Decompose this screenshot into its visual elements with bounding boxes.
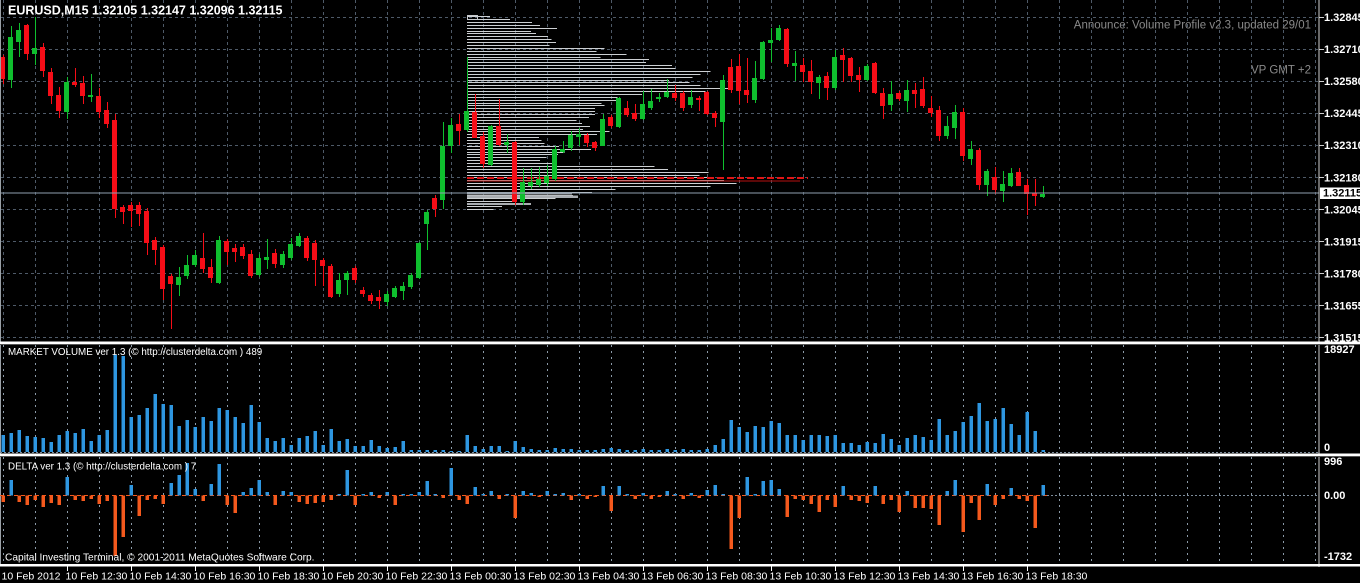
svg-text:13 Feb 08:30: 13 Feb 08:30: [706, 571, 768, 583]
svg-text:1.32845: 1.32845: [1324, 12, 1360, 24]
svg-text:13 Feb 06:30: 13 Feb 06:30: [642, 571, 704, 583]
svg-text:1.32180: 1.32180: [1324, 172, 1360, 184]
svg-text:1.32445: 1.32445: [1324, 108, 1360, 120]
svg-text:1.32045: 1.32045: [1324, 204, 1360, 216]
svg-text:MARKET VOLUME ver 1.3 (© http:: MARKET VOLUME ver 1.3 (© http://clusterd…: [8, 347, 262, 358]
svg-text:0: 0: [1324, 442, 1330, 454]
svg-text:1.31915: 1.31915: [1324, 236, 1360, 248]
svg-text:13 Feb 04:30: 13 Feb 04:30: [578, 571, 640, 583]
svg-text:10 Feb 18:30: 10 Feb 18:30: [258, 571, 320, 583]
svg-text:0.00: 0.00: [1324, 490, 1345, 502]
svg-text:DELTA ver 1.3 (© http://clust: DELTA ver 1.3 (© http://clusterdelta.com…: [8, 462, 196, 473]
svg-text:1.31515: 1.31515: [1324, 332, 1360, 344]
svg-text:-1732: -1732: [1324, 551, 1352, 563]
svg-text:1.32115: 1.32115: [1323, 188, 1360, 200]
svg-text:13 Feb 02:30: 13 Feb 02:30: [514, 571, 576, 583]
svg-text:13 Feb 16:30: 13 Feb 16:30: [962, 571, 1024, 583]
svg-text:13 Feb 12:30: 13 Feb 12:30: [834, 571, 896, 583]
svg-text:13 Feb 00:30: 13 Feb 00:30: [450, 571, 512, 583]
svg-text:1.31655: 1.31655: [1324, 300, 1360, 312]
svg-text:1.32580: 1.32580: [1324, 76, 1360, 88]
svg-text:1.31780: 1.31780: [1324, 268, 1360, 280]
svg-text:1.32710: 1.32710: [1324, 44, 1360, 56]
svg-text:10 Feb 22:30: 10 Feb 22:30: [386, 571, 448, 583]
svg-text:10 Feb 14:30: 10 Feb 14:30: [130, 571, 192, 583]
svg-text:10 Feb 16:30: 10 Feb 16:30: [194, 571, 256, 583]
svg-text:Announce: Volume Profile v2.3,: Announce: Volume Profile v2.3, updated 2…: [1074, 20, 1311, 32]
svg-text:13 Feb 14:30: 13 Feb 14:30: [898, 571, 960, 583]
svg-text:13 Feb 10:30: 13 Feb 10:30: [770, 571, 832, 583]
svg-text:Capital Investing Terminal, ©: Capital Investing Terminal, © 2001-2011 …: [5, 553, 315, 564]
svg-text:1.32310: 1.32310: [1324, 140, 1360, 152]
svg-text:10 Feb 2012: 10 Feb 2012: [2, 571, 61, 583]
svg-text:996: 996: [1324, 456, 1342, 468]
svg-text:18927: 18927: [1324, 344, 1355, 356]
svg-text:VP GMT +2: VP GMT +2: [1251, 65, 1311, 77]
svg-text:EURUSD,M15 1.32105 1.32147 1.: EURUSD,M15 1.32105 1.32147 1.32096 1.321…: [8, 3, 283, 17]
svg-text:10 Feb 12:30: 10 Feb 12:30: [66, 571, 128, 583]
svg-text:13 Feb 18:30: 13 Feb 18:30: [1026, 571, 1088, 583]
svg-text:10 Feb 20:30: 10 Feb 20:30: [322, 571, 384, 583]
